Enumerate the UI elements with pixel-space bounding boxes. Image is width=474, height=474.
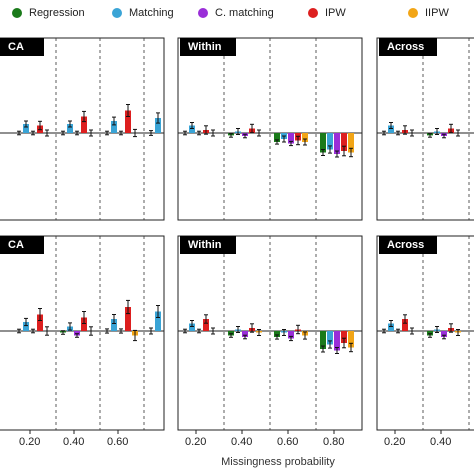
legend-label: Matching: [129, 7, 174, 19]
bar-c-matching: [334, 331, 340, 351]
panel-ca-2: [0, 235, 165, 434]
panel-frame: [376, 235, 474, 431]
bar-regression: [274, 331, 280, 337]
bar-matching: [388, 323, 394, 331]
bar-matching: [23, 322, 29, 331]
x-axis-label: Missingness probability: [221, 456, 335, 468]
bar-matching: [189, 125, 195, 133]
bar-ipw: [125, 307, 131, 331]
bar-iipw: [348, 331, 354, 348]
legend-item-regression: Regression: [12, 3, 85, 23]
legend-swatch: [308, 8, 318, 18]
bar-regression: [274, 133, 280, 142]
bar-matching: [111, 121, 117, 133]
bar-ipw: [402, 319, 408, 331]
legend-item-iipw: IIPW: [408, 3, 449, 23]
panel-strip-label: Within: [180, 236, 236, 254]
panel-across-2: [376, 235, 474, 434]
bar-matching: [189, 323, 195, 331]
legend-item-matching: Matching: [112, 3, 174, 23]
bar-c-matching: [288, 331, 294, 339]
x-tick-label: 0.40: [63, 436, 85, 448]
panel-within-2: [177, 235, 363, 434]
x-tick-label: 0.80: [323, 436, 345, 448]
x-tick-label: 0.40: [231, 436, 253, 448]
bar-ipw: [81, 317, 87, 331]
panel-ca-1: [0, 37, 165, 221]
x-tick-label: 0.20: [384, 436, 406, 448]
panel-across-1: [376, 37, 474, 221]
panel-strip-label: Across: [379, 236, 437, 254]
legend: Regression Matching C. matching IPW IIPW: [0, 3, 474, 25]
bar-c-matching: [242, 331, 248, 337]
bar-ipw: [125, 110, 131, 133]
bar-regression: [320, 133, 326, 153]
x-tick-label: 0.60: [277, 436, 299, 448]
legend-label: Regression: [29, 7, 85, 19]
panel-strip-label: CA: [0, 38, 44, 56]
x-tick-label: 0.60: [107, 436, 129, 448]
bar-iipw: [348, 133, 354, 153]
x-tick-label: 0.40: [430, 436, 452, 448]
legend-item-ipw: IPW: [308, 3, 346, 23]
bar-matching: [155, 311, 161, 331]
bar-ipw: [81, 116, 87, 133]
bar-ipw: [341, 133, 347, 151]
bar-matching: [388, 125, 394, 133]
bar-matching: [155, 118, 161, 133]
legend-label: IIPW: [425, 7, 449, 19]
x-tick-label: 0.20: [19, 436, 41, 448]
bar-c-matching: [441, 331, 447, 337]
legend-label: C. matching: [215, 7, 274, 19]
bar-ipw: [37, 314, 43, 331]
legend-swatch: [12, 8, 22, 18]
legend-swatch: [112, 8, 122, 18]
legend-item-c-matching: C. matching: [198, 3, 274, 23]
panel-strip-label: CA: [0, 236, 44, 254]
bar-matching: [23, 124, 29, 133]
bar-matching: [111, 319, 117, 331]
bar-matching: [327, 331, 333, 345]
bar-ipw: [203, 319, 209, 331]
bar-iipw: [302, 133, 308, 142]
panel-frame: [0, 235, 165, 431]
bar-c-matching: [288, 133, 294, 144]
panel-strip-label: Across: [379, 38, 437, 56]
bar-ipw: [341, 331, 347, 343]
x-tick-label: 0.20: [185, 436, 207, 448]
bar-c-matching: [334, 133, 340, 154]
bar-matching: [327, 133, 333, 150]
legend-label: IPW: [325, 7, 346, 19]
bar-matching: [67, 124, 73, 133]
legend-swatch: [408, 8, 418, 18]
panel-within-1: [177, 37, 363, 221]
bar-regression: [320, 331, 326, 349]
panel-strip-label: Within: [180, 38, 236, 56]
panel-frame: [0, 37, 165, 221]
legend-swatch: [198, 8, 208, 18]
